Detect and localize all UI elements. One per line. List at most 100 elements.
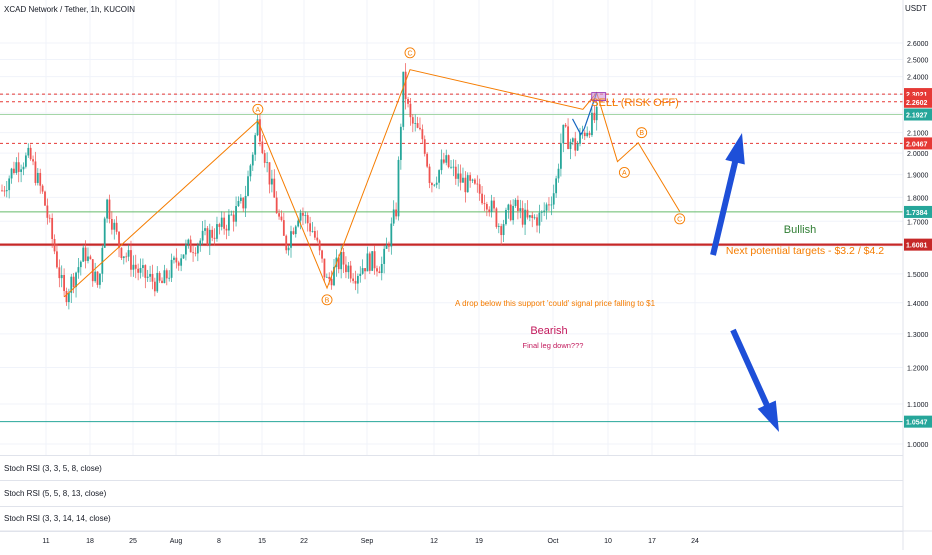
candle-body (445, 155, 448, 163)
candle-body (144, 265, 147, 278)
candle-body (94, 271, 97, 282)
candle-body (447, 155, 450, 168)
candle-body (127, 250, 130, 257)
candle-body (595, 106, 598, 121)
bearish-arrow (730, 328, 779, 432)
candle-body (569, 141, 572, 150)
candle-body (380, 263, 383, 273)
candle-body (125, 256, 128, 258)
x-tick-label: 25 (129, 538, 137, 545)
wave-path (63, 69, 681, 298)
arrow-layer (710, 133, 779, 432)
level-badge (904, 108, 932, 121)
candle-body (36, 172, 39, 183)
candle-body (514, 199, 517, 206)
candle-body (10, 168, 13, 179)
candle-body (79, 261, 82, 268)
level-badge-label: 2.2602 (906, 100, 928, 107)
candle-body (576, 143, 579, 151)
candle-body (438, 170, 440, 183)
candle-body (22, 166, 25, 170)
candle-body (519, 208, 522, 211)
candle-body (130, 250, 132, 270)
level-badge (904, 415, 932, 428)
candle-body (304, 215, 307, 216)
candle-body (318, 240, 321, 251)
candle-body (419, 127, 421, 130)
candle-body (299, 212, 302, 221)
candle-body (306, 215, 309, 224)
indicator-label-stochrsi-1[interactable]: Stoch RSI (3, 3, 5, 8, close) (4, 464, 102, 473)
candle-body (349, 265, 352, 279)
candle-body (364, 268, 366, 272)
candle-body (485, 204, 488, 210)
candle-body (115, 222, 118, 232)
candle-body (256, 119, 259, 136)
candle-body (247, 176, 249, 196)
wave-label-circle (674, 213, 686, 225)
candle-body (550, 204, 553, 206)
candle-body (588, 132, 591, 136)
wave-label: C (677, 216, 682, 223)
candle-body (392, 209, 395, 224)
candle-body (433, 184, 436, 186)
indicator-label-stochrsi-2[interactable]: Stoch RSI (5, 5, 8, 13, close) (4, 489, 107, 498)
candle-body (216, 224, 218, 239)
candle-body (101, 247, 104, 274)
candle-body (524, 209, 526, 225)
candle-body (536, 217, 538, 226)
wave-label: C (407, 50, 412, 57)
x-tick-label: 18 (86, 538, 94, 545)
candle-body (34, 161, 37, 183)
candle-body (442, 159, 445, 163)
candle-body (213, 237, 216, 239)
candle-body (185, 244, 187, 255)
candle-body (24, 155, 27, 167)
candle-body (75, 272, 77, 287)
candle-body (450, 166, 452, 168)
candle-body (142, 265, 144, 268)
candle-body (156, 272, 159, 292)
candle-body (113, 222, 116, 230)
candle-body (505, 209, 507, 225)
candle-body (72, 276, 75, 287)
candle-body (84, 247, 87, 261)
candle-body (497, 226, 500, 227)
candle-body (153, 281, 156, 292)
pane-divider (0, 531, 903, 532)
candle-body (383, 248, 386, 264)
candle-body (562, 124, 565, 144)
candle-body (280, 216, 283, 221)
x-tick-label: 15 (258, 538, 266, 545)
candle-body (352, 278, 355, 281)
candle-body (340, 251, 343, 270)
candle-body (411, 117, 414, 124)
candle-body (15, 162, 18, 173)
candle-body (333, 266, 335, 286)
candle-body (356, 275, 359, 284)
level-badge (904, 238, 932, 251)
level-badge-label: 2.3021 (906, 92, 928, 99)
candle-body (502, 224, 505, 236)
candle-body (517, 199, 519, 211)
candle-body (426, 153, 429, 167)
projection-path (571, 92, 598, 136)
level-badge-label: 2.1927 (906, 113, 928, 120)
candle-body (390, 223, 393, 247)
candle-body (230, 214, 233, 216)
level-badge-label: 2.0467 (906, 141, 928, 148)
candle-body (108, 199, 111, 220)
candle-body (540, 211, 543, 213)
candle-body (545, 204, 548, 211)
candle-body (244, 195, 247, 209)
candle-body (208, 229, 211, 245)
bullish-arrow (710, 133, 745, 256)
candle-body (182, 254, 185, 259)
indicator-label-stochrsi-3[interactable]: Stoch RSI (3, 3, 14, 14, close) (4, 514, 111, 523)
candle-body (495, 208, 498, 227)
candle-body (361, 268, 364, 274)
candle-body (330, 278, 333, 286)
candle-body (194, 252, 197, 254)
